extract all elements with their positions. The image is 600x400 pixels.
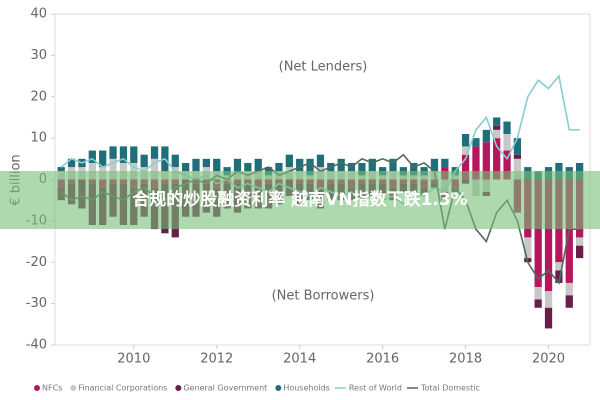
- legend-label: NFCs: [42, 384, 62, 393]
- x-tick-label: 2018: [449, 352, 482, 367]
- bar: [202, 158, 211, 168]
- bar: [555, 262, 563, 271]
- bar: [368, 158, 376, 172]
- bar: [109, 158, 117, 180]
- bar: [493, 129, 501, 139]
- bar: [389, 158, 397, 172]
- bar: [296, 158, 304, 172]
- bar: [140, 154, 148, 168]
- bar: [503, 150, 511, 180]
- bar: [472, 138, 480, 147]
- legend-marker: [70, 385, 77, 391]
- bar: [67, 158, 76, 168]
- y-tick-label: 10: [30, 131, 47, 146]
- bar: [430, 158, 439, 172]
- x-tick-label: 2012: [200, 352, 233, 367]
- bar: [513, 158, 522, 180]
- x-tick-label: 2016: [366, 352, 399, 367]
- bar: [544, 179, 553, 292]
- annotation: (Net Lenders): [279, 60, 368, 75]
- legend-marker: [275, 385, 282, 391]
- bar: [461, 146, 470, 155]
- bar: [555, 270, 563, 283]
- y-tick-label: -30: [26, 296, 47, 311]
- bar: [524, 237, 532, 259]
- bar: [503, 133, 511, 151]
- legend-label: Households: [283, 384, 330, 393]
- y-tick-label: 20: [30, 89, 47, 104]
- bar: [493, 125, 501, 130]
- bar: [513, 138, 522, 155]
- annotation: (Net Borrowers): [272, 289, 375, 304]
- bar: [171, 154, 179, 168]
- bar: [130, 146, 138, 163]
- bar: [275, 162, 283, 172]
- bar: [544, 307, 553, 329]
- bar: [493, 138, 501, 180]
- bar: [150, 146, 159, 159]
- bar: [192, 158, 200, 172]
- bar: [544, 291, 553, 308]
- bar: [316, 154, 325, 168]
- x-tick-label: 2014: [283, 352, 316, 367]
- x-tick-label: 2020: [532, 352, 565, 367]
- bar: [254, 158, 262, 172]
- bar: [441, 158, 449, 168]
- bar: [576, 245, 584, 259]
- banner: [0, 171, 600, 229]
- bar: [213, 158, 221, 172]
- bar: [565, 295, 573, 308]
- bar: [534, 299, 542, 308]
- legend-label: Rest of World: [349, 384, 402, 393]
- bar: [99, 150, 107, 168]
- y-tick-label: 30: [30, 48, 47, 63]
- bar: [285, 154, 293, 168]
- bar: [534, 287, 542, 300]
- y-tick-label: -40: [26, 338, 47, 353]
- bar: [493, 117, 501, 126]
- legend-marker: [34, 385, 40, 391]
- legend-label: General Government: [183, 384, 267, 393]
- bar: [182, 162, 190, 172]
- bar: [306, 158, 314, 176]
- banner-text: 合规的炒股融资利率 越南VN指数下跌1.3%: [132, 189, 467, 210]
- y-tick-label: -20: [26, 255, 47, 270]
- bar: [534, 179, 542, 288]
- legend-label: Financial Corporations: [78, 384, 167, 393]
- bar: [244, 162, 252, 172]
- bar: [358, 162, 366, 176]
- bar: [337, 158, 345, 172]
- bar: [482, 129, 490, 143]
- legend-marker: [175, 385, 182, 391]
- bar: [150, 158, 159, 180]
- bar: [565, 282, 573, 296]
- x-tick-label: 2010: [117, 352, 150, 367]
- bar: [503, 121, 511, 134]
- bar: [119, 146, 128, 163]
- bar: [57, 167, 65, 172]
- bar: [461, 154, 470, 180]
- y-tick-label: 40: [30, 7, 47, 22]
- legend-label: Total Domestic: [420, 384, 480, 393]
- bar: [482, 142, 490, 180]
- bar: [513, 154, 522, 159]
- bar: [576, 237, 584, 246]
- bar: [109, 146, 117, 159]
- bar: [410, 162, 418, 176]
- bar: [461, 133, 470, 147]
- bar: [88, 150, 96, 163]
- bar: [233, 158, 242, 172]
- bar: [472, 146, 480, 180]
